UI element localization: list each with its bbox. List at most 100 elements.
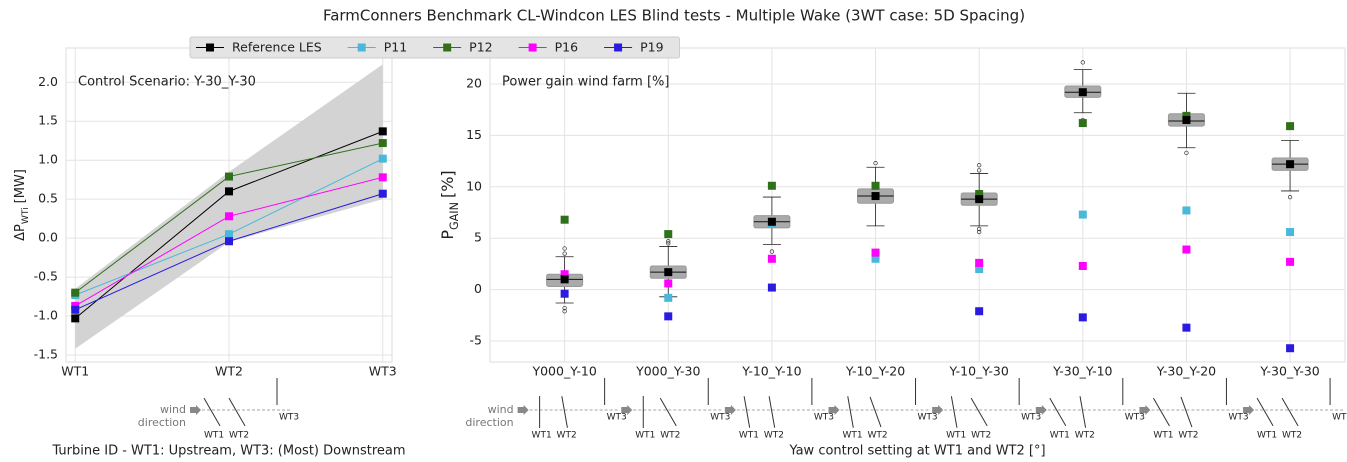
series-marker — [225, 172, 233, 181]
turbine-label: WT3 — [814, 413, 834, 423]
series-marker — [975, 258, 984, 267]
turbine-label: WT1 — [1257, 431, 1277, 441]
series-marker — [1286, 344, 1295, 353]
y-tick-label: -5 — [470, 333, 482, 348]
turbine-label: WT1 — [1153, 431, 1173, 441]
series-marker — [1286, 122, 1295, 131]
x-tick-label: Y-10_Y-20 — [845, 364, 905, 379]
y-tick-label: 5 — [474, 230, 482, 245]
x-tick-label: Y-10_Y-10 — [741, 364, 801, 379]
turbine-label: WT3 — [1228, 413, 1248, 423]
y-tick-label: -0.5 — [34, 269, 58, 284]
series-marker — [767, 254, 776, 263]
series-marker — [378, 173, 387, 182]
flier — [1184, 150, 1189, 156]
series-marker — [1182, 111, 1191, 120]
series-marker — [378, 127, 387, 136]
flier — [562, 251, 567, 256]
series-marker — [975, 189, 984, 198]
series-marker — [975, 307, 984, 316]
turbine-label: WT3 — [1125, 413, 1145, 423]
y-tick-label: 10 — [466, 178, 482, 193]
turbine-rotor — [1180, 396, 1193, 428]
turbine-label: WT2 — [1075, 431, 1095, 441]
x-tick-label: WT3 — [369, 364, 397, 379]
series-marker — [1078, 210, 1087, 219]
flier — [769, 249, 775, 254]
series-marker — [1182, 245, 1191, 254]
y-axis-label: PGAIN [%] — [438, 170, 461, 239]
series-marker — [664, 268, 673, 277]
turbine-label: WT1 — [842, 431, 862, 441]
turbine-label: WT3 — [607, 413, 627, 423]
turbine-rotor — [970, 397, 988, 427]
series-marker — [225, 230, 233, 239]
turbine-diagram: WT1 WT2 WT3 — [828, 378, 938, 441]
series-marker — [225, 237, 233, 246]
turbine-rotor — [1049, 397, 1067, 427]
turbine-rotor — [1079, 396, 1087, 428]
turbine-label: WT3 — [279, 413, 299, 423]
turbine-rotor — [659, 397, 677, 427]
x-tick-label: Y000_Y-10 — [531, 364, 596, 379]
turbine-rotor — [203, 397, 221, 427]
turbine-rotor — [1153, 397, 1170, 427]
x-tick-label: Y-30_Y-10 — [1052, 364, 1112, 379]
flier — [562, 309, 567, 314]
turbine-rotor — [869, 396, 882, 428]
series-marker — [1078, 119, 1087, 128]
series-marker — [1182, 206, 1191, 215]
turbine-label: WT1 — [635, 431, 655, 441]
turbine-label: WT1 — [532, 431, 552, 441]
y-axis-label-part: P — [438, 230, 457, 240]
series-marker — [1182, 115, 1191, 124]
turbine-rotor — [1281, 397, 1299, 427]
series-marker — [1286, 257, 1295, 266]
y-axis-label: ΔPWTi [MW] — [13, 169, 31, 241]
series-marker — [71, 305, 80, 314]
wind-arrow — [1035, 405, 1047, 415]
flier — [1080, 60, 1085, 65]
annotation: Power gain wind farm [%] — [502, 75, 669, 90]
y-tick-label: 2.0 — [38, 74, 58, 89]
turbine-label: WT3 — [1021, 413, 1041, 423]
turbine-label: WT2 — [867, 431, 887, 441]
flier — [1287, 194, 1293, 200]
series-marker — [767, 217, 776, 226]
series-marker — [975, 265, 984, 274]
wind-arrow — [828, 405, 840, 415]
flier — [977, 163, 982, 168]
legend: Reference LES P11 P12 P16 P19 — [189, 36, 681, 59]
annotation: Control Scenario: Y-30_Y-30 — [78, 75, 256, 90]
wind-label: wind — [160, 403, 186, 416]
turbine-diagram: WT1 WT2 WT3 — [1243, 378, 1347, 441]
series-marker — [975, 195, 984, 204]
y-tick-label: 0 — [474, 281, 482, 296]
flier — [977, 168, 982, 173]
y-tick-label: -1.0 — [34, 308, 58, 323]
turbine-label: WT2 — [1282, 431, 1302, 441]
series-marker — [560, 289, 569, 298]
x-tick-label: Y000_Y-30 — [635, 364, 700, 379]
y-tick-label: 20 — [466, 75, 482, 90]
legend-label: Reference LES — [232, 40, 322, 55]
turbine-label: WT3 — [710, 413, 730, 423]
y-axis-label-part: ΔP — [13, 224, 28, 241]
turbine-rotor — [1256, 397, 1274, 427]
series-marker — [871, 181, 880, 190]
wind-arrow — [621, 405, 633, 415]
x-tick-label: WT1 — [61, 364, 89, 379]
turbine-diagram: WT1 WT2 WT3 — [1139, 378, 1249, 441]
series-marker — [560, 215, 569, 224]
turbine-rotor — [561, 396, 568, 428]
turbine-label: WT2 — [1178, 431, 1198, 441]
series-marker — [378, 189, 387, 198]
y-axis-label-part: GAIN — [448, 202, 461, 230]
wind-arrow — [1139, 405, 1151, 415]
series-marker — [1078, 313, 1087, 322]
legend-label: P11 — [384, 40, 407, 55]
legend-marker — [528, 43, 537, 52]
turbine-rotor — [768, 396, 776, 428]
turbine-rotor — [743, 396, 751, 428]
